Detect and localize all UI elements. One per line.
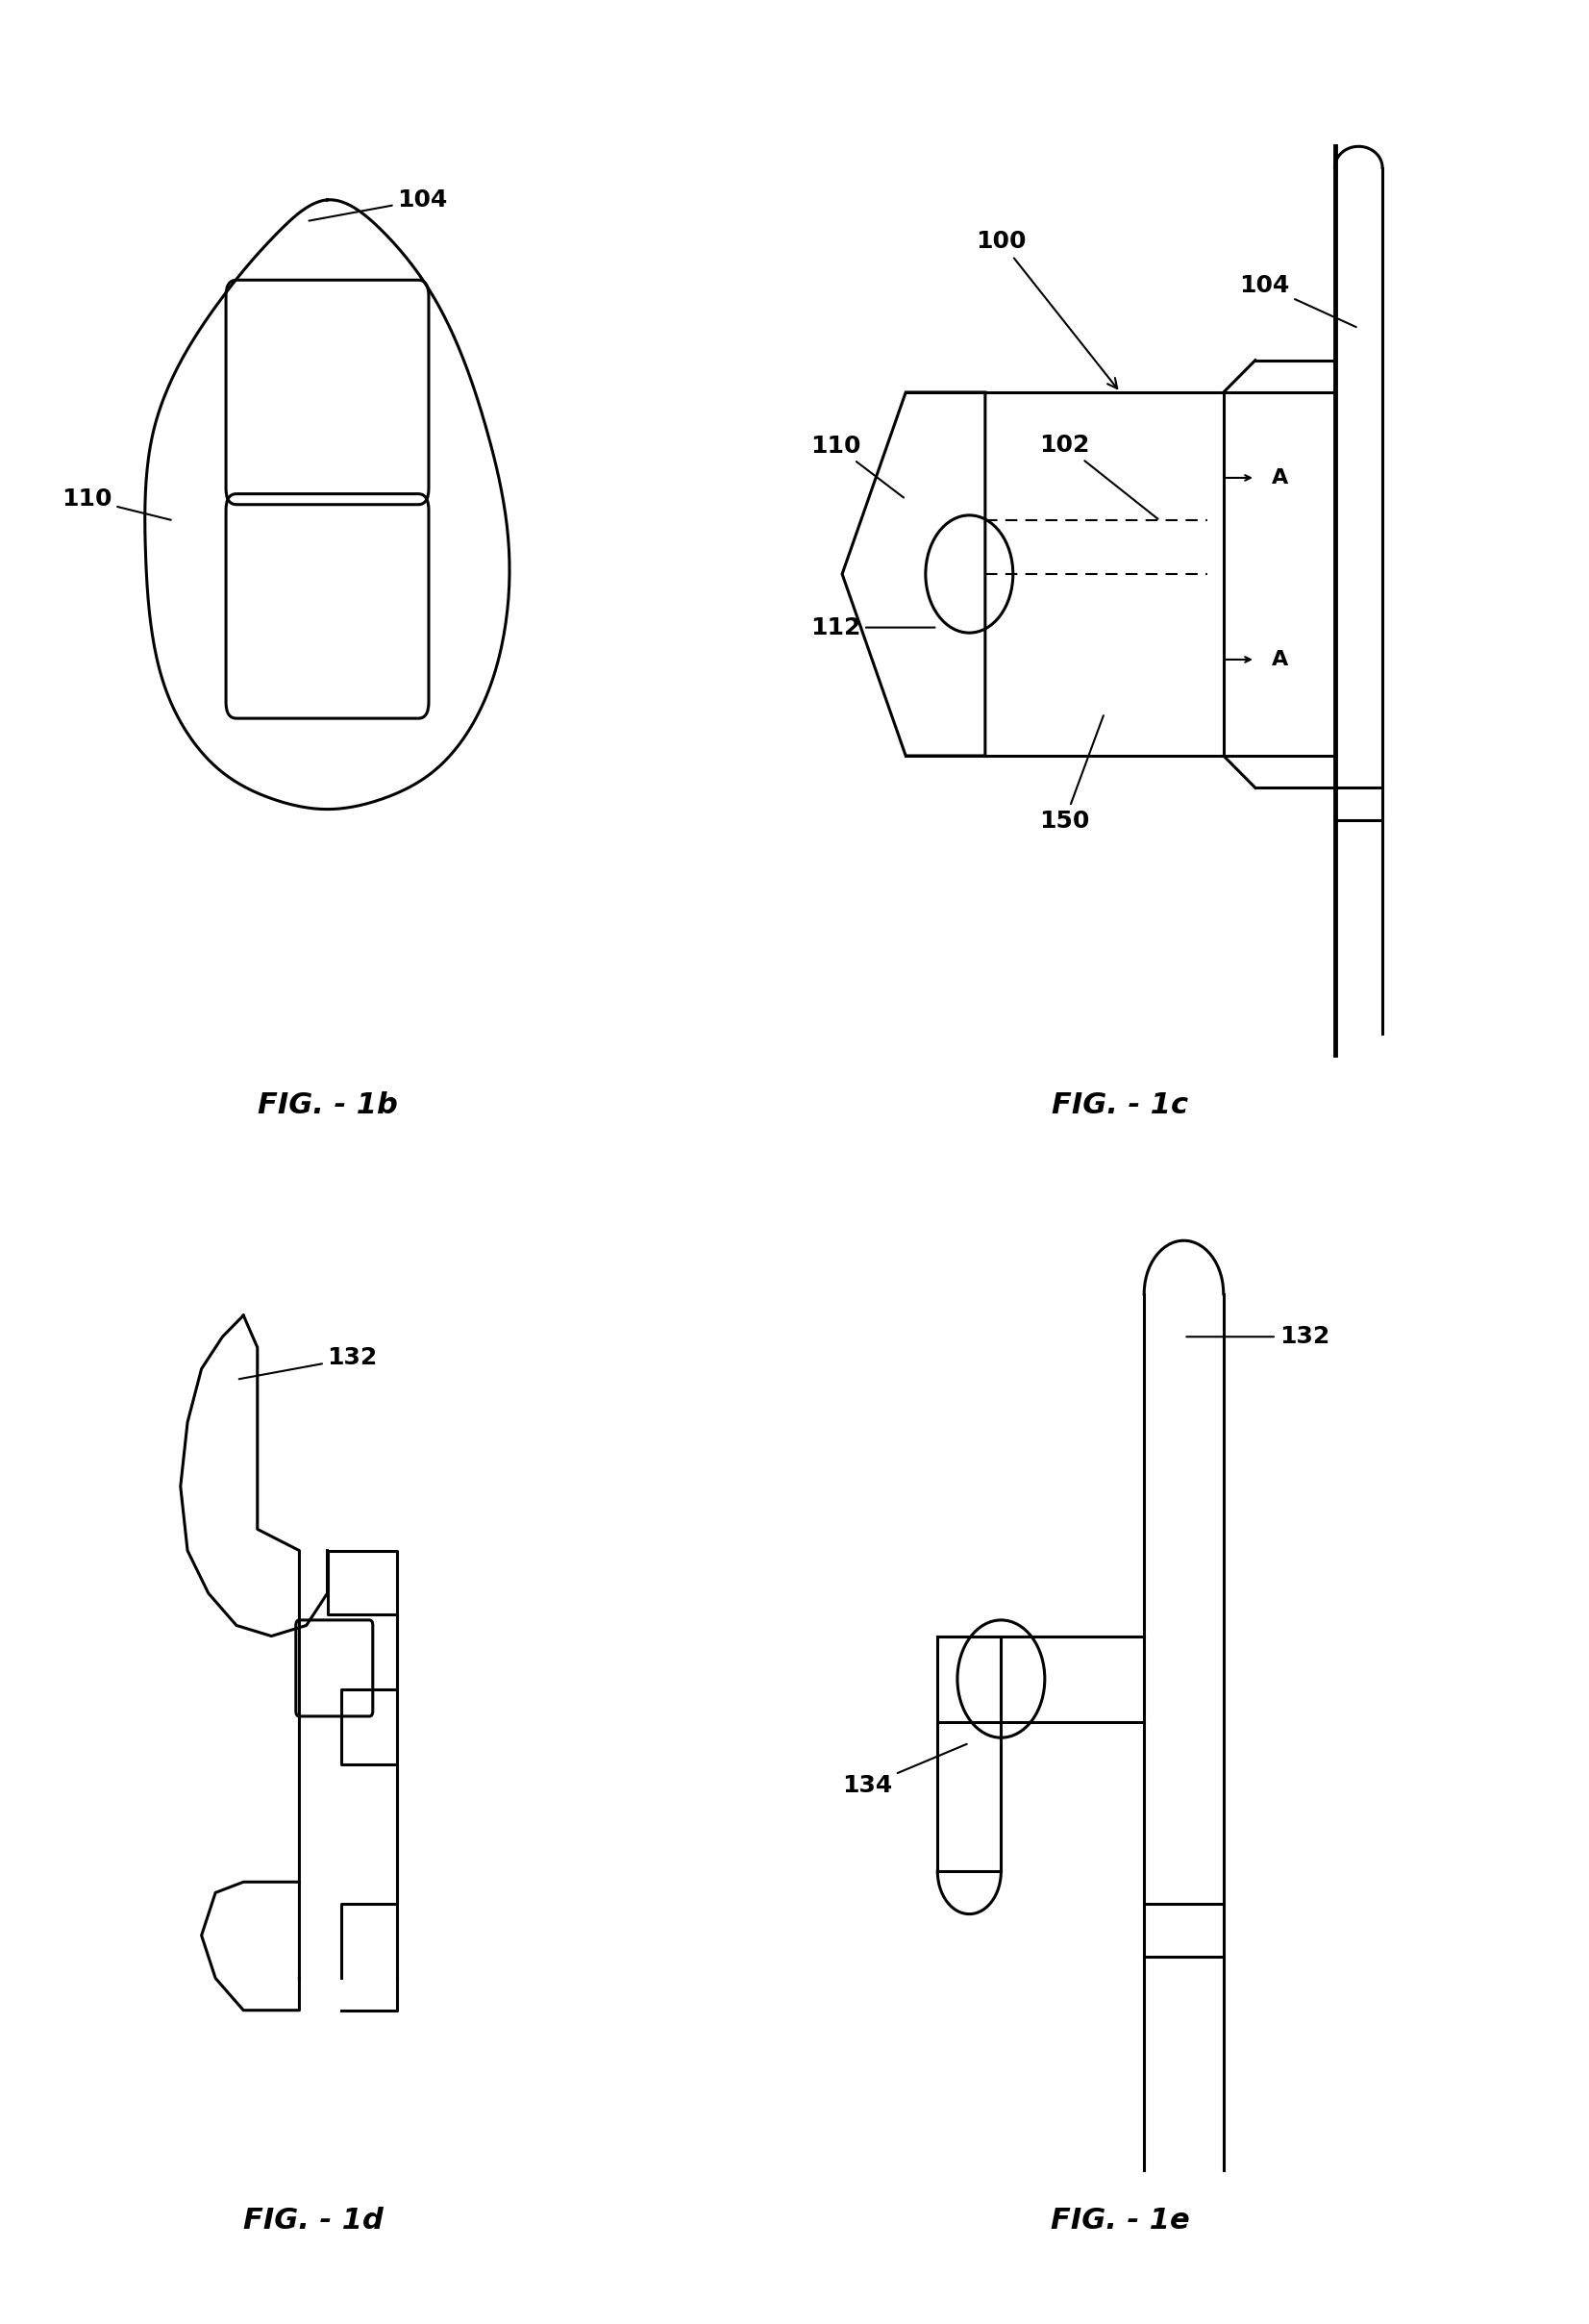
Text: 104: 104 [1239,274,1355,328]
Text: 132: 132 [1187,1325,1330,1348]
Text: 150: 150 [1039,716,1103,832]
Text: 104: 104 [308,188,448,221]
Text: 102: 102 [1039,432,1158,518]
Text: A: A [1271,467,1287,488]
Text: 112: 112 [810,616,934,639]
Text: 100: 100 [976,230,1117,388]
Text: A: A [1271,651,1287,669]
Text: 110: 110 [62,488,172,521]
Text: FIG. - 1b: FIG. - 1b [257,1092,397,1120]
Text: FIG. - 1c: FIG. - 1c [1052,1092,1189,1120]
Text: 110: 110 [810,435,904,497]
Text: FIG. - 1e: FIG. - 1e [1050,2208,1190,2236]
Text: 132: 132 [238,1346,378,1378]
Text: FIG. - 1d: FIG. - 1d [243,2208,383,2236]
Text: 134: 134 [842,1743,966,1796]
